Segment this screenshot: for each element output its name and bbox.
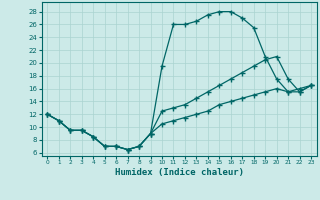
X-axis label: Humidex (Indice chaleur): Humidex (Indice chaleur): [115, 168, 244, 177]
